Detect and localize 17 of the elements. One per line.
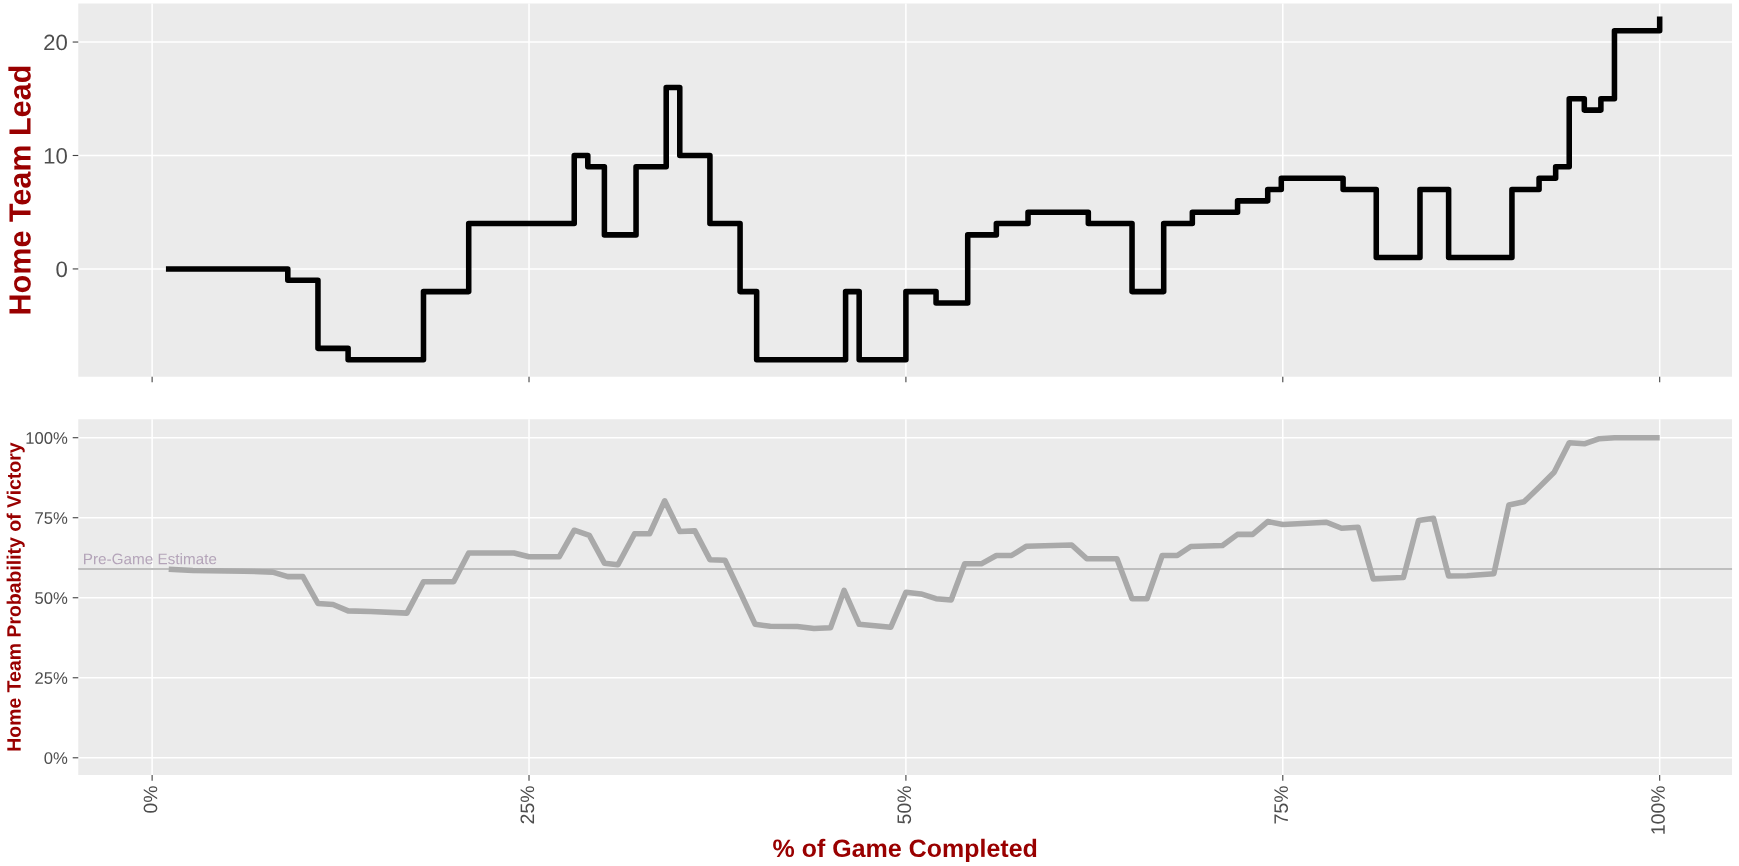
x-tick-label: 100% [1651, 786, 1665, 834]
x-axis-title: % of Game Completed [773, 838, 1037, 863]
y-tick-label: 10 [44, 148, 67, 164]
y-tick-label: 25% [35, 672, 68, 684]
y-tick-label: 0 [56, 261, 67, 278]
y-axis-title: Home Team Lead [8, 66, 31, 314]
y-axis-title: Home Team Probability of Victory [6, 442, 25, 751]
x-tick-label: 25% [520, 786, 535, 824]
x-tick-label: 50% [897, 786, 912, 824]
x-tick-label: 75% [1274, 786, 1289, 824]
y-tick-label: 75% [35, 512, 68, 524]
y-tick-label: 100% [26, 432, 68, 444]
x-tick-label: 0% [143, 786, 158, 813]
ref-line-label: Pre-Game Estimate [84, 553, 217, 565]
y-tick-label: 50% [35, 592, 68, 604]
y-tick-label: 20 [44, 34, 67, 51]
y-tick-label: 0% [44, 752, 68, 764]
